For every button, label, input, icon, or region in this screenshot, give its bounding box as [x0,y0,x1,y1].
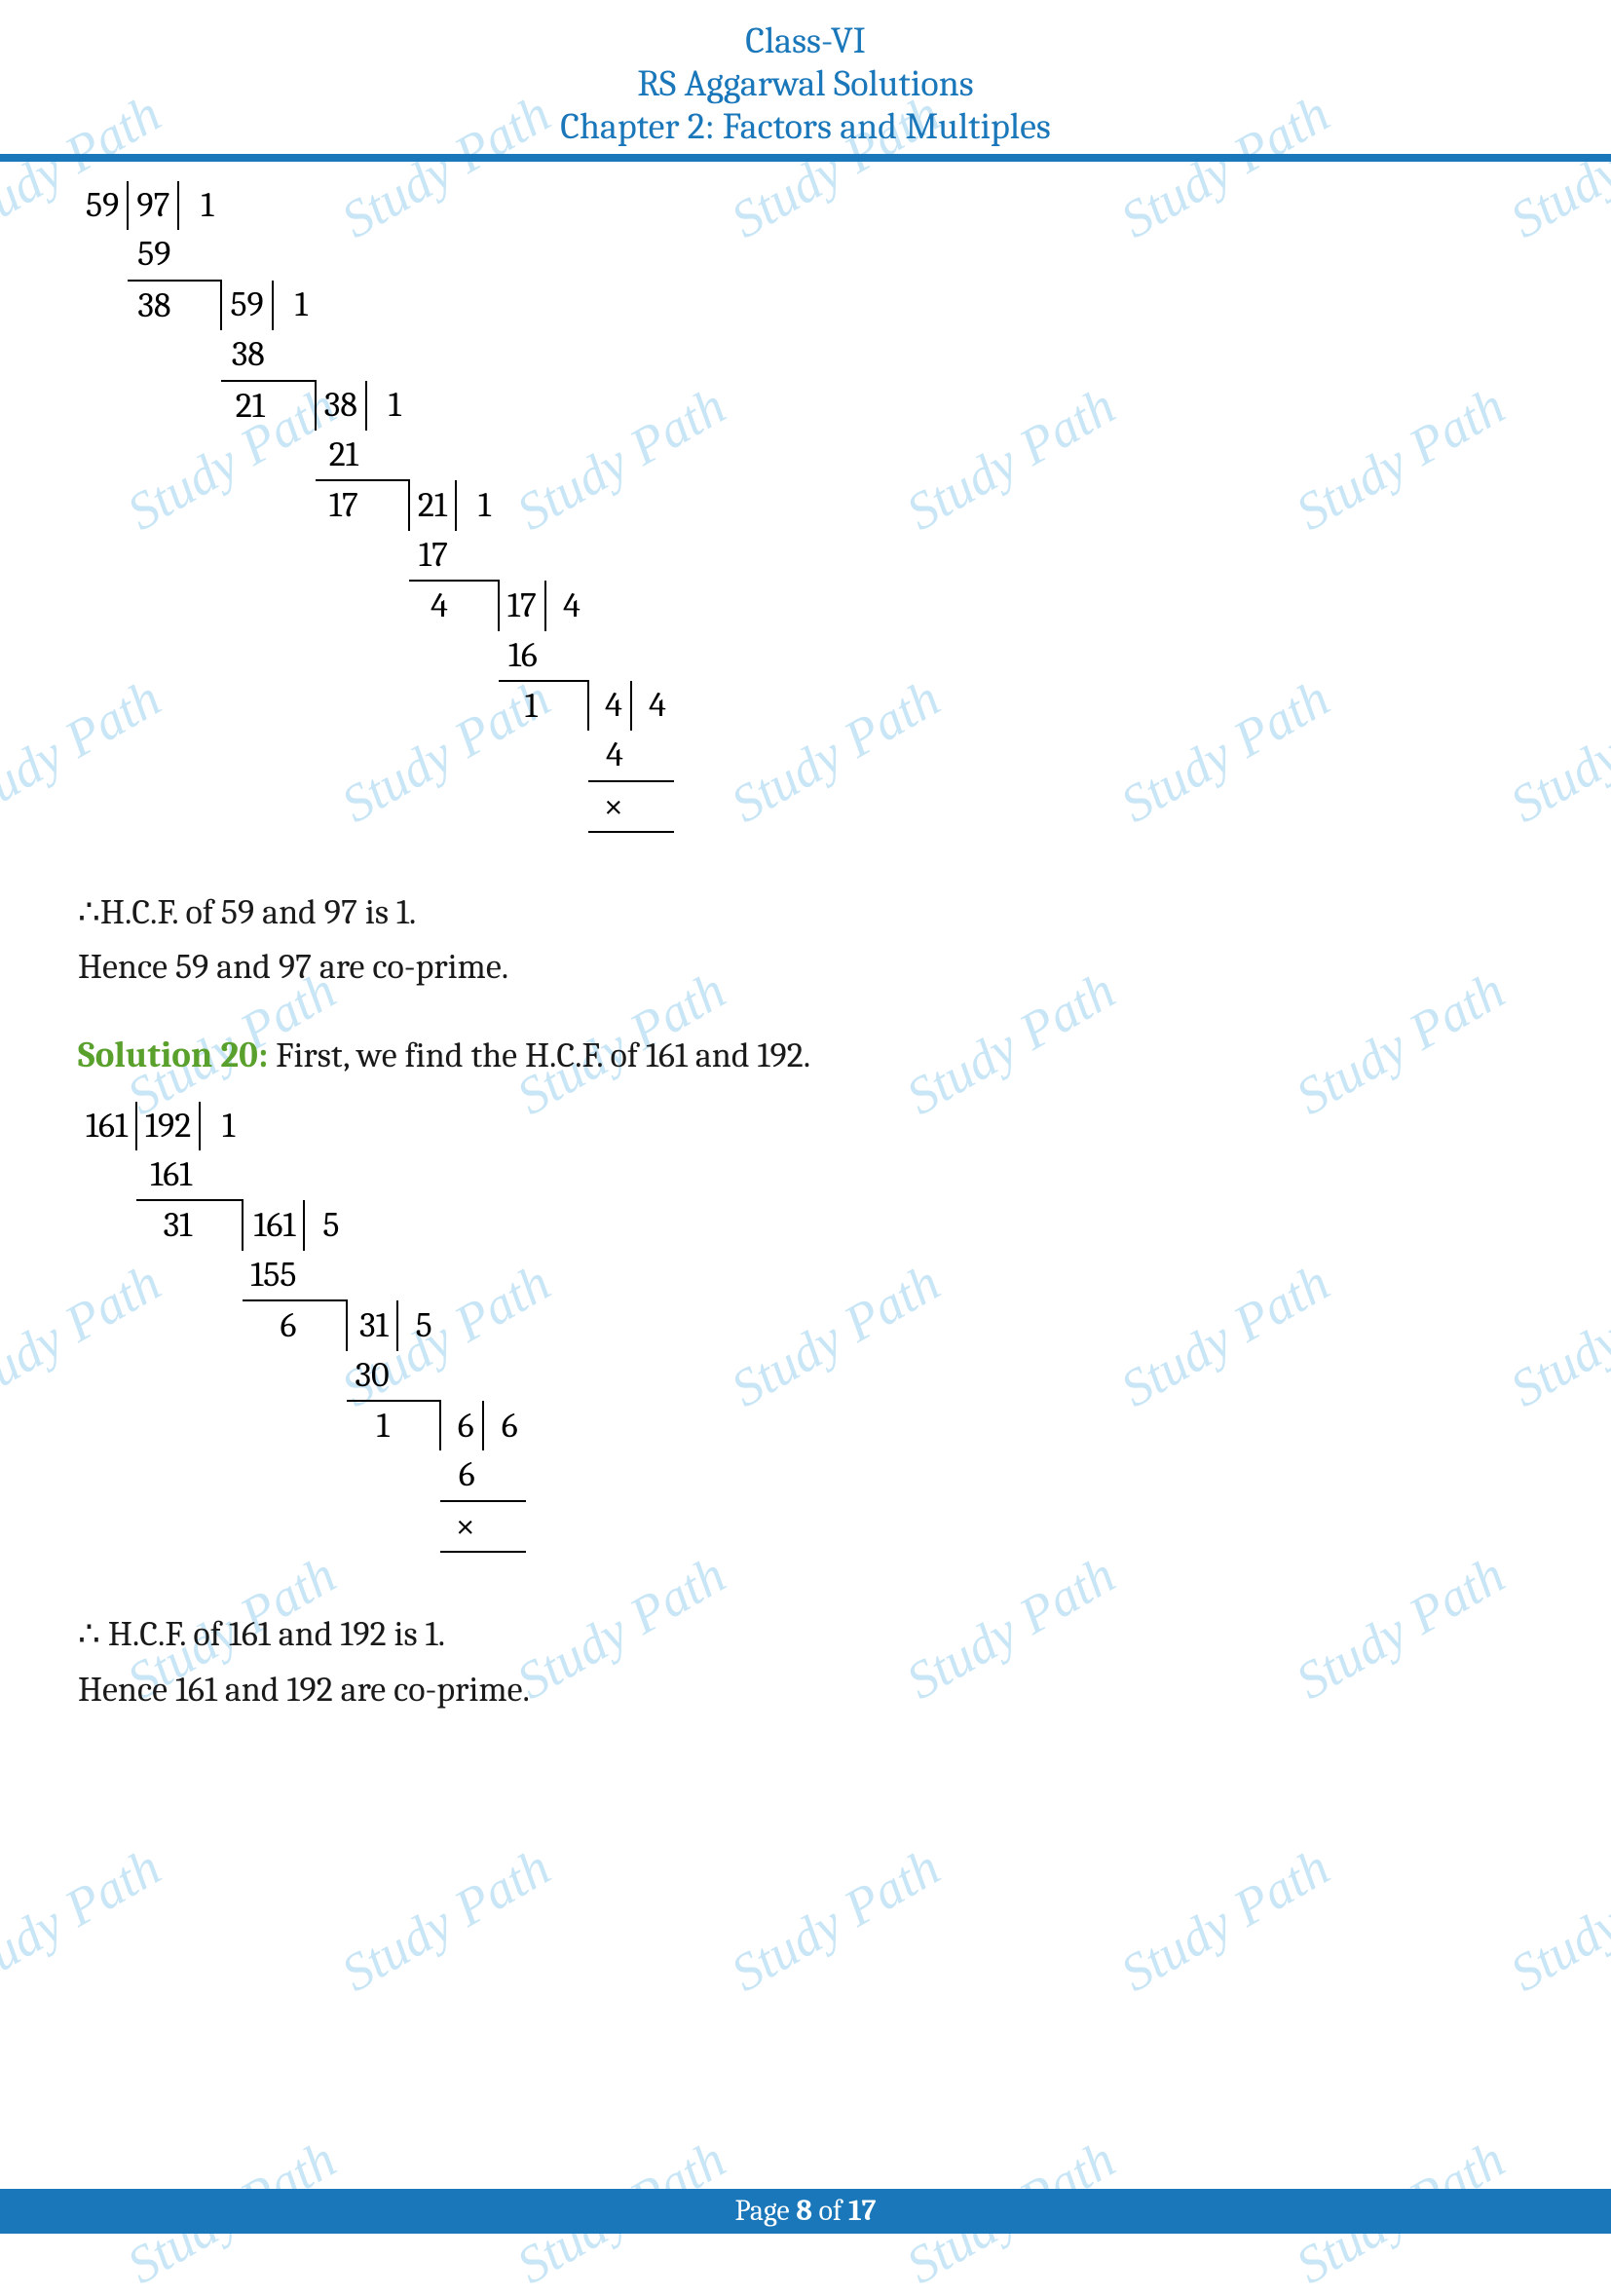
solution-label: Solution 20: [78,1035,268,1076]
coprime-result-1: Hence 59 and 97 are co-prime. [78,943,1533,992]
footer-prefix: Page [734,2194,796,2228]
page-content: 59971 59 38591 38 21381 21 17211 17 4174… [0,162,1611,1714]
hcf-result-2: ∴ H.C.F. of 161 and 192 is 1. [78,1610,1533,1659]
solution-intro-text: First, we find the H.C.F. of 161 and 192… [268,1035,810,1075]
hcf-result-1: ∴H.C.F. of 59 and 97 is 1. [78,888,1533,937]
header-book: RS Aggarwal Solutions [0,62,1611,105]
footer-middle: of [812,2194,848,2228]
page-footer: Page 8 of 17 [0,2189,1611,2234]
coprime-result-2: Hence 161 and 192 are co-prime. [78,1666,1533,1714]
long-division-1: 59971 59 38591 38 21381 21 17211 17 4174… [78,181,1533,871]
footer-total-pages: 17 [848,2194,877,2228]
header-chapter: Chapter 2: Factors and Multiples [0,105,1611,148]
solution-20-heading: Solution 20: First, we find the H.C.F. o… [78,1032,1533,1082]
long-division-2: 1611921 161 311615 155 6315 30 166 6 × [78,1102,1533,1592]
footer-current-page: 8 [796,2194,812,2228]
header-rule [0,154,1611,162]
header-class: Class-VI [0,19,1611,62]
page-header: Class-VI RS Aggarwal Solutions Chapter 2… [0,0,1611,162]
